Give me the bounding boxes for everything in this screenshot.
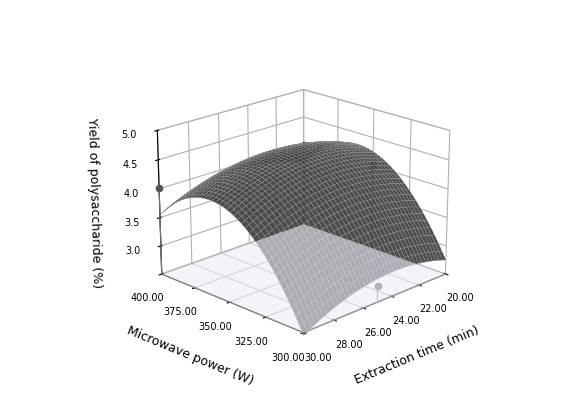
X-axis label: Extraction time (min): Extraction time (min) xyxy=(353,324,482,387)
Y-axis label: Microwave power (W): Microwave power (W) xyxy=(124,324,255,388)
